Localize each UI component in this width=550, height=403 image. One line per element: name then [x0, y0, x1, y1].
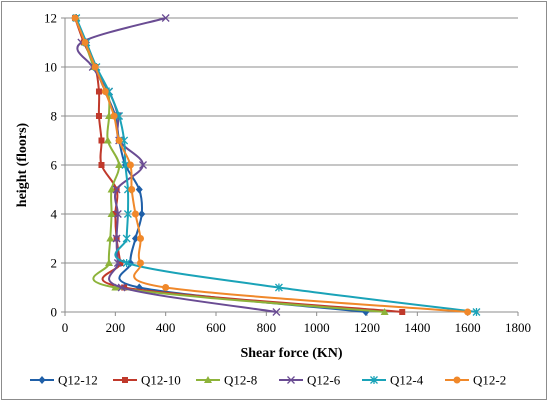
legend-entry: Q12-4 [362, 373, 424, 388]
data-point [399, 309, 406, 315]
legend-entry: Q12-12 [30, 373, 98, 388]
data-point [121, 161, 130, 169]
data-point [138, 210, 146, 218]
y-tick-label: 10 [44, 60, 57, 75]
data-point [380, 308, 389, 315]
legend-marker [122, 377, 128, 383]
data-point [139, 161, 147, 169]
data-point [95, 88, 102, 95]
data-point [126, 161, 134, 169]
data-point [115, 112, 124, 120]
data-point [161, 14, 170, 22]
y-axis-title: height (floors) [15, 122, 30, 207]
data-point [135, 185, 143, 194]
data-point [112, 234, 121, 243]
series-q12-2 [71, 14, 472, 316]
y-tick-label: 4 [51, 207, 58, 222]
data-point [81, 39, 89, 46]
data-point [120, 136, 129, 145]
data-point [98, 162, 105, 168]
data-point [113, 210, 122, 218]
x-tick-label: 1400 [404, 320, 430, 335]
data-point [464, 308, 472, 316]
x-tick-label: 200 [106, 320, 126, 335]
legend-label: Q12-4 [390, 373, 424, 388]
data-point [472, 308, 481, 316]
x-tick-label: 600 [206, 320, 226, 335]
legend-marker [370, 376, 378, 384]
data-point [95, 113, 102, 119]
data-point [137, 259, 144, 267]
data-point [105, 259, 114, 266]
legend-label: Q12-10 [141, 373, 181, 388]
legend-entry: Q12-8 [196, 373, 257, 388]
y-tick-label: 2 [51, 256, 58, 271]
series-line [75, 17, 477, 313]
legend-entry: Q12-6 [279, 373, 341, 388]
data-point [112, 211, 119, 217]
data-point [91, 63, 99, 71]
legend-entry: Q12-2 [445, 373, 506, 388]
y-tick-label: 6 [51, 158, 58, 173]
data-point [131, 234, 139, 243]
data-point [115, 161, 124, 168]
legend-label: Q12-8 [224, 373, 257, 388]
data-point [115, 137, 123, 144]
data-point [122, 259, 131, 267]
data-point [128, 186, 136, 193]
legend-label: Q12-6 [307, 373, 341, 388]
data-point [111, 283, 120, 291]
x-tick-label: 800 [257, 320, 277, 335]
x-tick-label: 1800 [505, 320, 531, 335]
legend-marker [38, 376, 46, 384]
data-point [107, 185, 116, 193]
data-point [131, 210, 139, 218]
data-point [123, 210, 132, 218]
data-point [112, 185, 121, 194]
x-tick-label: 400 [156, 320, 176, 335]
x-tick-label: 0 [62, 320, 69, 335]
legend-label: Q12-2 [473, 373, 506, 388]
x-tick-label: 1600 [455, 320, 481, 335]
data-point [117, 283, 126, 292]
data-point [98, 137, 105, 144]
data-point [162, 284, 170, 291]
data-point [103, 136, 112, 144]
data-point [101, 88, 109, 95]
y-tick-label: 8 [51, 109, 58, 124]
data-point [122, 234, 131, 243]
y-tick-label: 0 [51, 305, 58, 320]
legend-entry: Q12-10 [113, 373, 181, 388]
legend-label: Q12-12 [58, 373, 98, 388]
data-point [107, 210, 116, 217]
data-point [106, 234, 115, 242]
x-tick-label: 1000 [304, 320, 330, 335]
data-point [272, 308, 281, 316]
data-point [117, 260, 124, 266]
x-tick-label: 1200 [354, 320, 380, 335]
data-point [71, 14, 79, 22]
data-point [110, 112, 118, 120]
data-point [137, 235, 144, 242]
x-axis-title: Shear force (KN) [240, 346, 342, 361]
y-tick-label: 12 [44, 11, 57, 26]
data-point [274, 283, 283, 292]
legend-marker [287, 376, 295, 384]
legend-marker [204, 376, 212, 383]
legend-marker [453, 376, 461, 384]
